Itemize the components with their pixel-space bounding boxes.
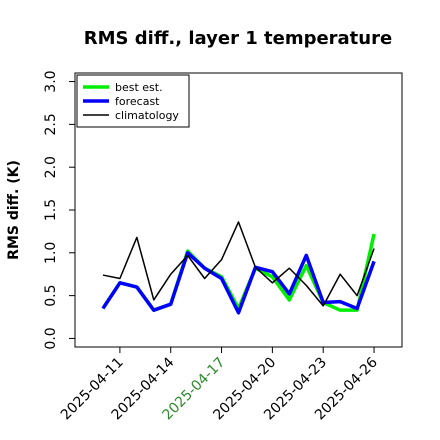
legend-label: climatology xyxy=(115,109,179,122)
series-line xyxy=(102,221,375,307)
y-tick-label: 1.0 xyxy=(43,242,59,264)
series-line xyxy=(101,251,376,315)
y-tick-label: 1.5 xyxy=(43,199,59,221)
legend-label: forecast xyxy=(115,95,160,108)
y-tick-label: 0.5 xyxy=(43,284,59,306)
y-tick-label: 2.5 xyxy=(43,113,59,135)
y-axis-label: RMS diff. (K) xyxy=(6,160,22,260)
chart-title: RMS diff., layer 1 temperature xyxy=(84,28,392,49)
y-tick-label: 2.0 xyxy=(43,156,59,178)
legend-label: best est. xyxy=(115,81,163,94)
y-tick-label: 3.0 xyxy=(43,70,59,92)
y-tick-label: 0.0 xyxy=(43,327,59,349)
